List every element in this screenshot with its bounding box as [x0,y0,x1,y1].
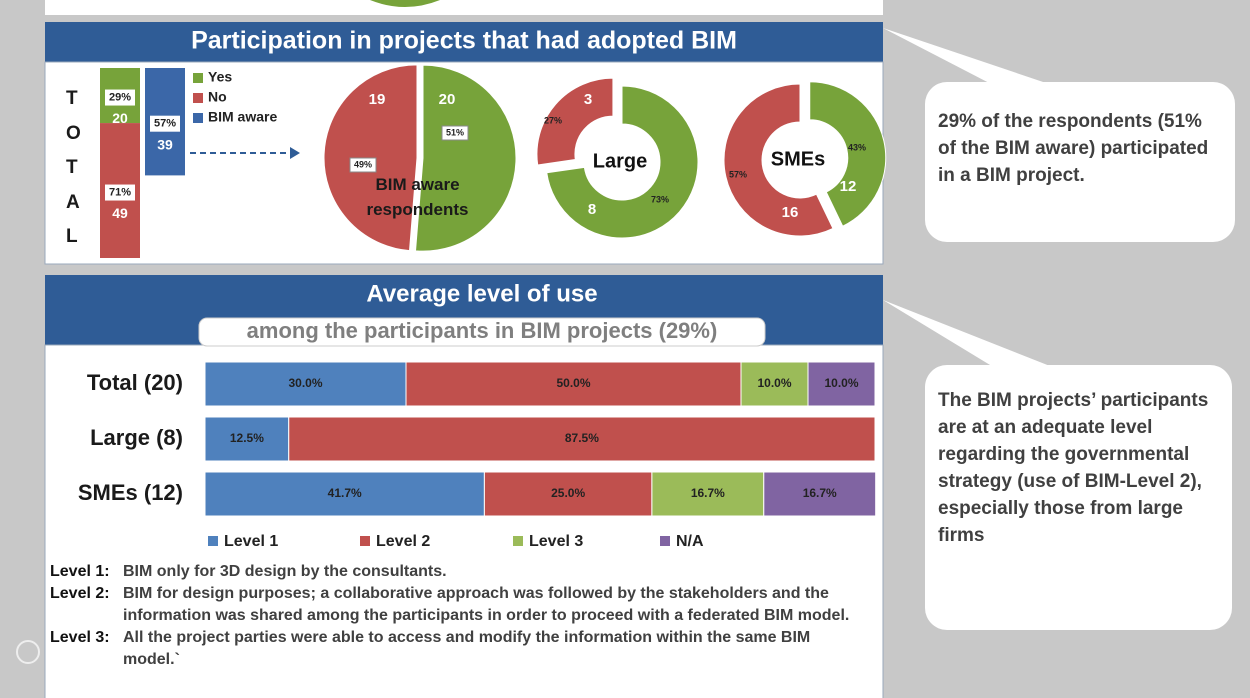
category-label: SMEs (12) [78,480,183,505]
value-label: 39 [157,136,173,152]
bar-segment [204,361,407,407]
value-label: 16.7% [691,486,725,500]
definition-term: Level 1: [50,563,110,580]
value-label: 20 [439,91,456,108]
legend-swatch [193,113,203,123]
callout-pointer [883,28,1055,86]
percent-label: 57% [729,169,747,179]
arrow-head [290,147,300,159]
value-label: 10.0% [824,376,858,390]
value-label: 10.0% [757,376,791,390]
value-label: 30.0% [288,376,322,390]
chart-label: BIM aware respondents [366,175,469,219]
slice [809,81,887,227]
value-label: 20 [112,110,128,126]
bar-segment [763,471,877,517]
legend-swatch [193,73,203,83]
label-box [105,184,135,201]
percent-label: 49% [354,159,372,169]
category-label: Total (20) [87,370,183,395]
legend-swatch [360,536,370,546]
legend-label: No [208,89,227,105]
bar-segment [288,416,876,462]
percent-label: 57% [154,118,176,130]
legend-swatch [193,93,203,103]
definition-term: Level 2: [50,585,110,602]
subtitle-box [198,317,766,347]
value-label: 41.7% [328,486,362,500]
slice [414,64,517,252]
slice [723,83,834,237]
legend-label: N/A [676,533,704,550]
category-label: Large (8) [90,425,183,450]
percent-label: 43% [848,142,866,152]
label-box [349,157,377,173]
value-label: 12.5% [230,431,264,445]
header-bar [45,22,883,62]
bar-segment [740,361,809,407]
legend-swatch [660,536,670,546]
legend-label: Level 1 [224,533,278,550]
slice [536,77,614,166]
value-label: 12 [840,178,857,195]
legend-swatch [208,536,218,546]
label-box [150,115,180,132]
chart-label: SMEs [771,148,825,170]
value-label: 25.0% [551,486,585,500]
legend-swatch [513,536,523,546]
callout: 29% of the respondents (51% of the BIM a… [925,82,1235,242]
percent-label: 27% [544,115,562,125]
bar-segment [405,361,742,407]
callout-pointer [883,300,1055,368]
definition-text: All the project parties were able to acc… [123,629,811,668]
logo [16,640,40,664]
legend-label: Level 2 [376,533,430,550]
slice [546,85,699,239]
callout: The BIM projects’ participants are at an… [925,365,1232,630]
value-label: 19 [369,91,386,108]
definition-term: Level 3: [50,629,110,646]
vertical-label: TOTAL [66,88,81,247]
definitions: Level 1: BIM only for 3D design by the co… [50,561,865,671]
header-title: Average level of use [366,280,597,307]
value-label: 3 [584,91,592,108]
top-panel [45,0,883,15]
bar-segment [651,471,765,517]
value-label: 8 [588,201,596,218]
value-label: 16.7% [803,486,837,500]
value-label: 87.5% [565,431,599,445]
label-box [105,89,135,106]
value-label: 16 [782,204,799,221]
value-label: 50.0% [556,376,590,390]
legend-label: BIM aware [208,109,277,125]
header-title: Participation in projects that had adopt… [191,27,737,55]
bar-segment [204,471,485,517]
header-subtitle: among the participants in BIM projects (… [247,318,718,343]
percent-label: 71% [109,186,131,198]
definition-text: BIM only for 3D design by the consultant… [123,563,447,580]
percent-label: 51% [446,127,464,137]
percent-label: 29% [109,91,131,103]
definition-text: BIM for design purposes; a collaborative… [123,585,850,624]
bar-segment [807,361,876,407]
value-label: 49 [112,205,128,221]
bar-segment [483,471,653,517]
label-box [441,125,469,141]
legend-label: Yes [208,69,232,85]
legend-label: Level 3 [529,533,583,550]
percent-label: 73% [651,194,669,204]
chart-label: Large [593,150,647,172]
partial-shape [370,0,440,7]
